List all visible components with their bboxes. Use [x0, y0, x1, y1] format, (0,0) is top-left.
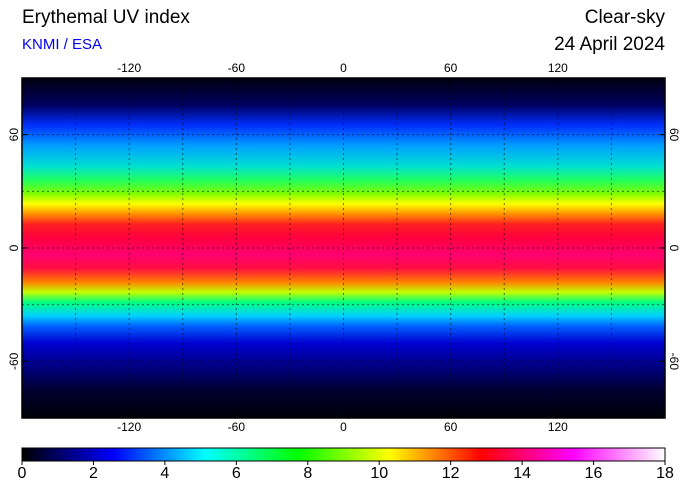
x-tick-label: 0: [340, 61, 347, 75]
colorbar-label: 12: [442, 465, 460, 482]
colorbar-label: 4: [160, 465, 169, 482]
colorbar-label: 2: [89, 465, 98, 482]
colorbar-label: 18: [656, 465, 674, 482]
x-tick-label: -120: [117, 420, 141, 434]
colorbar-label: 0: [18, 465, 27, 482]
x-tick-label: -60: [228, 61, 246, 75]
x-tick-label: 0: [340, 420, 347, 434]
y-tick-label: 60: [7, 128, 21, 142]
source: KNMI / ESA: [22, 36, 102, 53]
x-tick-label: 60: [444, 61, 458, 75]
y-tick-label: 0: [667, 245, 681, 252]
colorbar: [21, 447, 666, 462]
colorbar-label: 16: [585, 465, 603, 482]
title: Erythemal UV index: [22, 7, 190, 28]
x-tick-label: -120: [117, 61, 141, 75]
y-tick-label: -60: [667, 353, 681, 371]
y-tick-label: 0: [7, 244, 21, 251]
x-tick-label: 120: [548, 61, 568, 75]
colorbar-label: 8: [303, 465, 312, 482]
x-tick-label: 120: [548, 420, 568, 434]
colorbar-label: 14: [513, 465, 531, 482]
colorbar-label: 10: [370, 465, 388, 482]
y-tick-label: 60: [667, 128, 681, 142]
date: 24 April 2024: [554, 34, 665, 55]
mode: Clear-sky: [585, 7, 666, 28]
colorbar-label: 6: [232, 465, 241, 482]
x-tick-label: 60: [444, 420, 458, 434]
y-tick-label: -60: [7, 352, 21, 370]
x-tick-label: -60: [228, 420, 246, 434]
